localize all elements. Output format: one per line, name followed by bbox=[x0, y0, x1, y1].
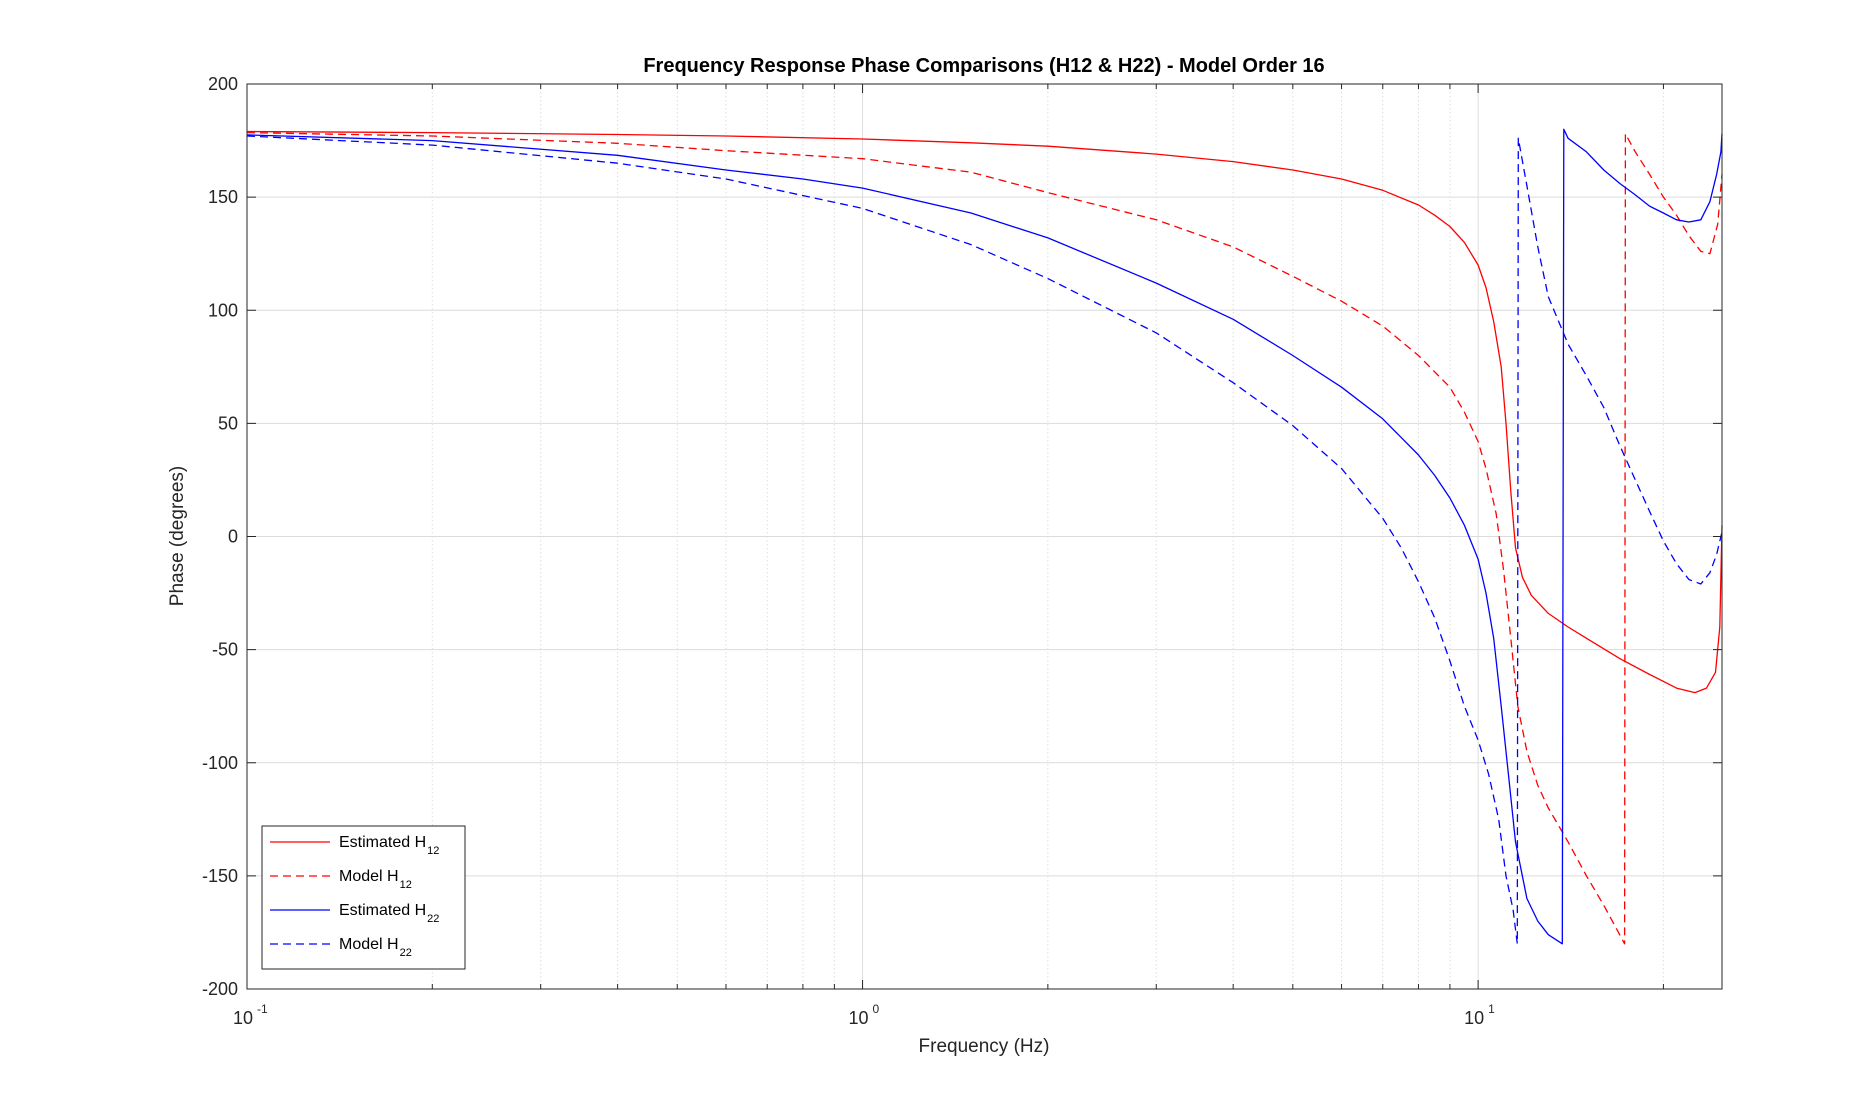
series-line-4 bbox=[246, 135, 1723, 945]
legend-subscript-3: 22 bbox=[427, 913, 439, 925]
x-axis-label: Frequency (Hz) bbox=[919, 1036, 1050, 1057]
y-tick-label: 200 bbox=[208, 74, 238, 94]
x-tick-exponent: -1 bbox=[257, 1002, 268, 1016]
y-tick-label: -100 bbox=[202, 753, 238, 773]
y-tick-label: -200 bbox=[202, 979, 238, 999]
y-tick-label: 50 bbox=[218, 413, 238, 433]
legend-subscript-2: 12 bbox=[400, 879, 412, 891]
x-tick-label: 10 bbox=[1464, 1008, 1484, 1028]
x-tick-labels: 10 -1 10 0 10 1 bbox=[233, 1002, 1495, 1028]
legend-subscript-4: 22 bbox=[400, 947, 412, 959]
y-axis-label: Phase (degrees) bbox=[167, 466, 188, 606]
x-tick-exponent: 1 bbox=[1488, 1002, 1495, 1016]
y-tick-label: 100 bbox=[208, 300, 238, 320]
y-tick-labels: -200 -150 -100 -50 0 50 100 150 200 bbox=[202, 74, 238, 999]
x-tick-label: 10 bbox=[849, 1008, 869, 1028]
legend-label-1: Estimated H bbox=[339, 834, 426, 851]
series-line-1 bbox=[246, 130, 1723, 694]
legend-label-3: Estimated H bbox=[339, 902, 426, 919]
axis-ticks bbox=[246, 83, 1722, 990]
x-tick-label: 10 bbox=[233, 1008, 253, 1028]
legend-label-2: Model H bbox=[339, 868, 399, 885]
legend-label-4: Model H bbox=[339, 936, 399, 953]
chart-title: Frequency Response Phase Comparisons (H1… bbox=[643, 55, 1324, 77]
y-tick-label: -150 bbox=[202, 866, 238, 886]
series-line-3 bbox=[246, 128, 1723, 945]
legend-subscript-1: 12 bbox=[427, 845, 439, 857]
y-tick-label: 0 bbox=[228, 527, 238, 547]
legend-box bbox=[261, 825, 466, 970]
y-tick-label: 150 bbox=[208, 187, 238, 207]
series-lines bbox=[246, 128, 1723, 945]
series-line-2 bbox=[246, 131, 1723, 945]
x-tick-exponent: 0 bbox=[873, 1002, 880, 1016]
y-tick-label: -50 bbox=[212, 640, 238, 660]
